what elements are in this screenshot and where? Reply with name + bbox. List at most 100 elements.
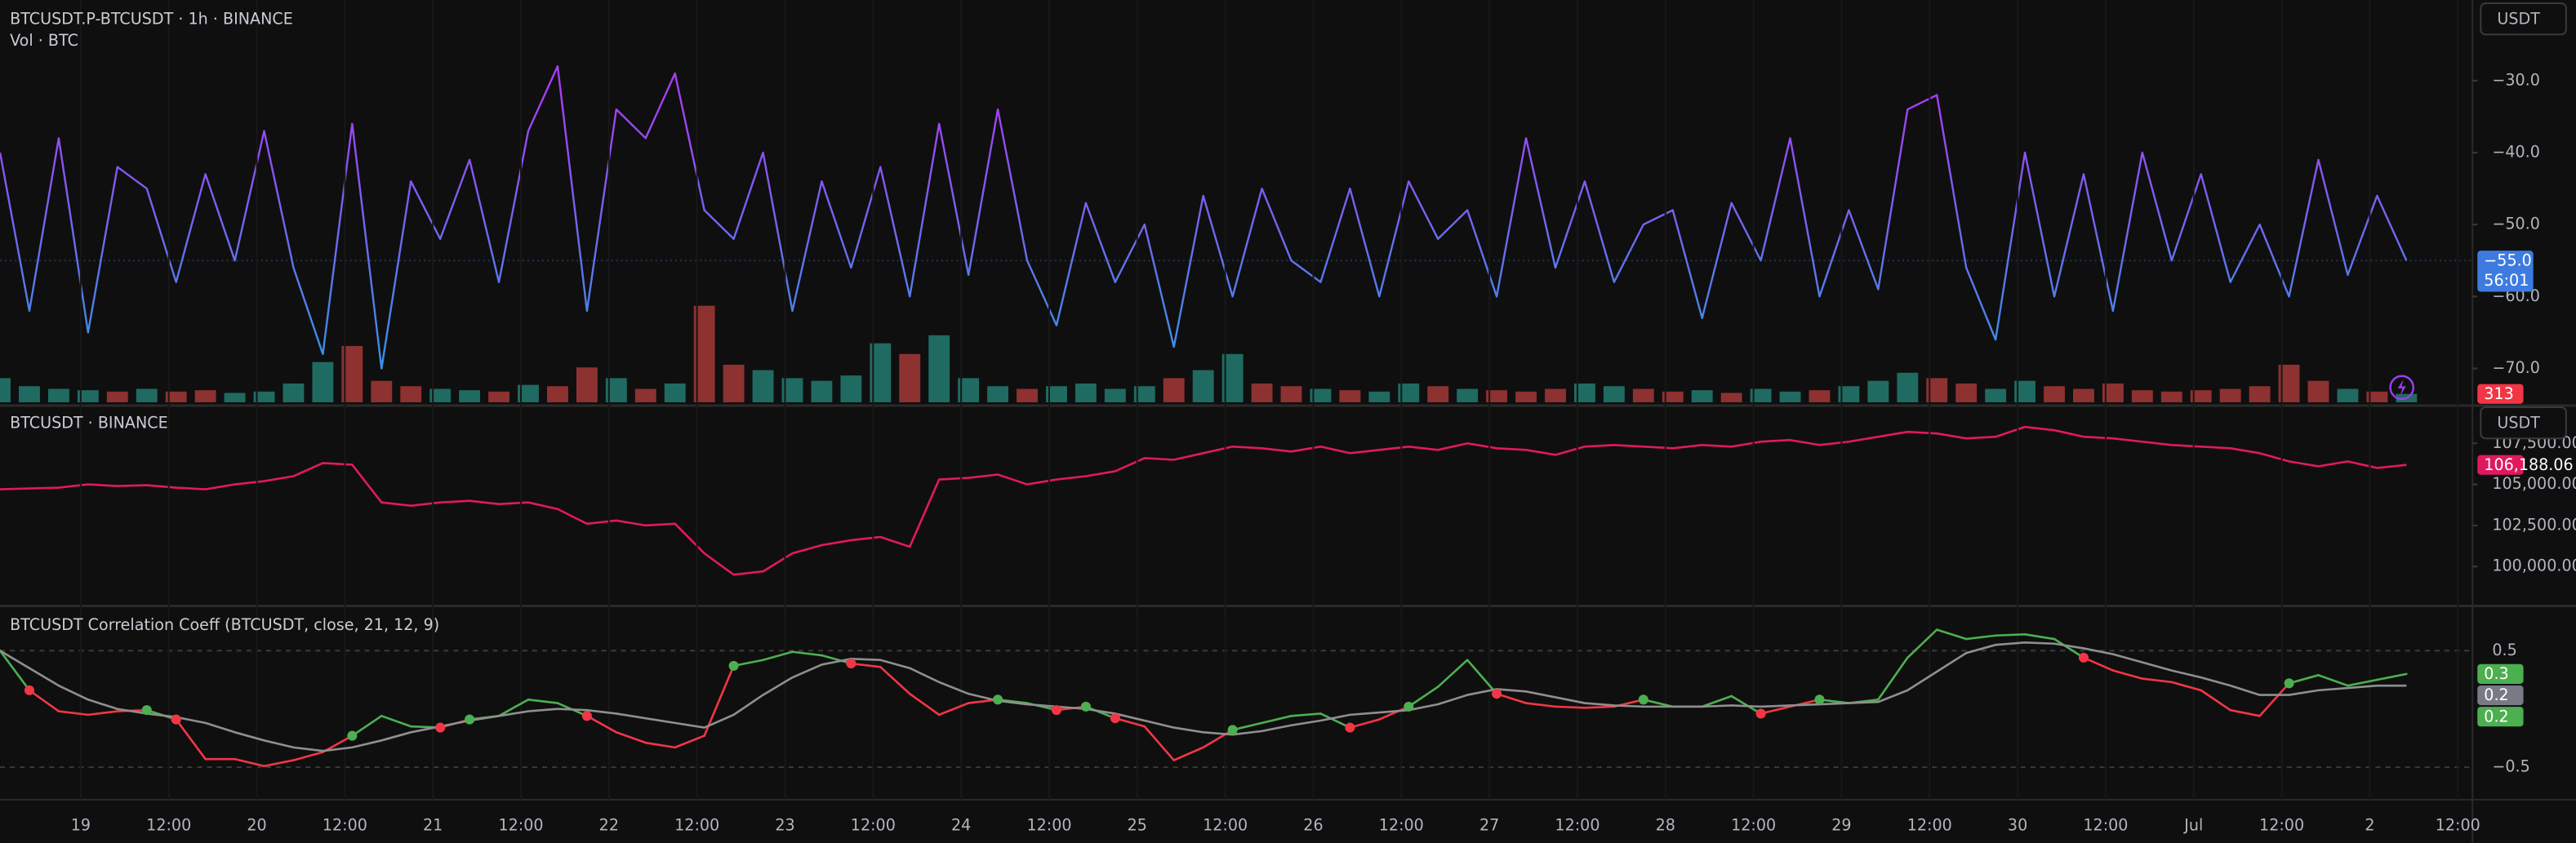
volume-bar (459, 390, 481, 402)
volume-bar (2307, 380, 2329, 402)
indicator-segment (497, 698, 530, 717)
indicator-segment (2258, 682, 2290, 717)
indicator-segment (292, 751, 324, 761)
x-tick-label: 12:00 (1907, 816, 1952, 835)
cross-marker (846, 658, 856, 669)
pane-title: BTCUSDT · BINANCE (10, 414, 168, 433)
cross-marker (1404, 701, 1414, 712)
x-tick-label: 19 (71, 816, 91, 835)
indicator-segment (2317, 674, 2349, 687)
volume-bar (1457, 388, 1479, 402)
x-tick-label: 24 (951, 816, 971, 835)
indicator-segment (1554, 705, 1586, 709)
indicator-segment (1172, 746, 1204, 761)
cross-marker (465, 714, 475, 725)
indicator-segment (791, 650, 823, 657)
volume-bar (811, 380, 833, 402)
cross-marker (1227, 725, 1238, 735)
volume-bar (1368, 391, 1390, 402)
volume-bar (1251, 383, 1273, 402)
volume-bar (1603, 386, 1625, 402)
x-tick-label: 26 (1303, 816, 1323, 835)
cross-marker (993, 694, 1003, 705)
cross-marker (435, 722, 446, 733)
volume-bar (106, 391, 128, 402)
x-tick-label: 12:00 (498, 816, 543, 835)
value-badge-label: 0.3 (2484, 664, 2508, 683)
indicator-segment (263, 759, 295, 768)
volume-bar (1574, 383, 1595, 402)
volume-bar (1838, 386, 1860, 402)
volume-bar (400, 386, 422, 402)
value-badge (2477, 663, 2524, 684)
indicator-segment (1231, 721, 1263, 731)
volume-bar (664, 383, 686, 402)
volume-bar (2249, 386, 2271, 402)
x-tick-label: 12:00 (146, 816, 191, 835)
cross-marker (1755, 708, 1766, 719)
volume-bar (840, 375, 862, 402)
indicator-segment (821, 654, 852, 665)
indicator-title: BTCUSDT Correlation Coeff (BTCUSDT, clos… (10, 615, 439, 634)
indicator-segment (1319, 712, 1351, 729)
alert-icon-bolt[interactable] (2397, 379, 2406, 396)
indicator-segment (908, 692, 941, 717)
value-badge-label: 106,188.06 (2484, 455, 2573, 474)
cross-marker (1051, 705, 1062, 716)
indicator-segment (351, 714, 383, 737)
x-tick-label: 12:00 (851, 816, 896, 835)
indicator-segment (87, 710, 119, 717)
volume-bar (1809, 390, 1831, 402)
symbol-title: BTCUSDT.P-BTCUSDT · 1h · BINANCE (10, 10, 293, 29)
volume-bar (1897, 372, 1919, 402)
cross-marker (141, 705, 152, 716)
alert-icon[interactable] (2389, 375, 2414, 401)
indicator-segment (1877, 656, 1909, 701)
volume-bar (899, 353, 921, 402)
value-badge (2477, 707, 2524, 727)
currency-button[interactable]: USDT (2480, 2, 2567, 36)
indicator-segment (1261, 714, 1292, 725)
volume-bar (2190, 390, 2212, 402)
cross-marker (1345, 722, 1355, 733)
cross-marker (1638, 694, 1648, 705)
cross-marker (2284, 678, 2294, 689)
value-badge (2477, 455, 2524, 475)
currency-button-box[interactable] (2480, 406, 2567, 440)
volume-bar (1192, 370, 1214, 402)
volume-bar (1339, 390, 1361, 402)
volume-bar (1515, 391, 1537, 402)
volume-bar (77, 390, 99, 402)
value-badge (2477, 251, 2534, 292)
indicator-segment (1407, 685, 1439, 708)
x-tick-label: 12:00 (1379, 816, 1424, 835)
volume-bar (136, 388, 158, 402)
indicator-segment (2288, 674, 2320, 685)
y-tick-label: −50.0 (2492, 215, 2540, 233)
currency-button[interactable]: USDT (2480, 406, 2567, 440)
volume-bar (1427, 386, 1449, 402)
volume-bar (2219, 388, 2241, 402)
value-badge-label: −55.0 (2484, 251, 2532, 269)
indicator-segment (615, 730, 647, 744)
indicator-segment (732, 659, 764, 668)
x-tick-label: 12:00 (2083, 816, 2128, 835)
volume-bar (2044, 386, 2065, 402)
indicator-segment (2082, 656, 2115, 672)
alert-icon-ring[interactable] (2389, 375, 2414, 401)
indicator-segment (0, 650, 31, 692)
currency-label[interactable]: USDT (2497, 10, 2540, 29)
y-tick-label: 102,500.00 (2492, 515, 2576, 534)
x-tick-label: 28 (1656, 816, 1675, 835)
volume-bar (1046, 386, 1067, 402)
y-tick-label: 0.5 (2492, 641, 2516, 659)
currency-button-box[interactable] (2480, 2, 2567, 36)
indicator-segment (2023, 633, 2056, 641)
currency-label[interactable]: USDT (2497, 414, 2540, 433)
indicator-segment (1906, 628, 1938, 659)
volume-bar (547, 386, 568, 402)
indicator-segment (1466, 659, 1498, 695)
cross-marker (1814, 694, 1825, 705)
volume-bar (2337, 388, 2359, 402)
volume-bar (2160, 391, 2182, 402)
